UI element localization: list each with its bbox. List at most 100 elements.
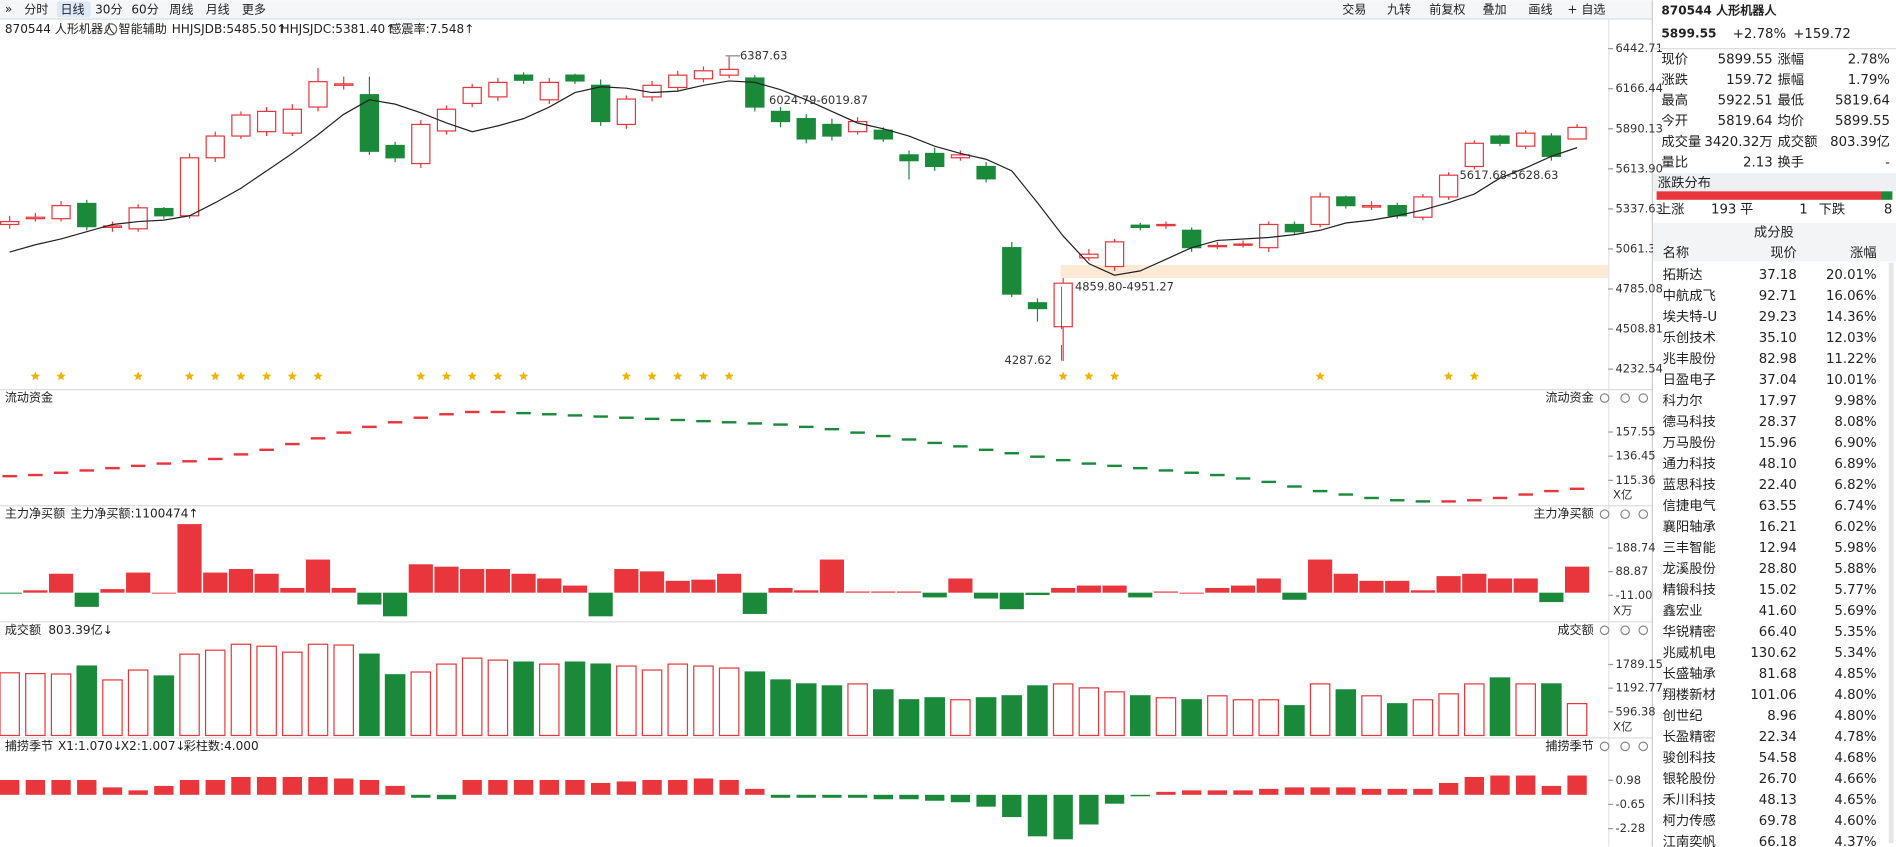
volume-bar xyxy=(179,653,200,737)
panel-icon[interactable] xyxy=(1638,393,1649,403)
price-annotation: 5617.68-5628.63 xyxy=(1459,168,1558,182)
panel-icon[interactable] xyxy=(1599,393,1610,403)
volume-bar xyxy=(487,659,509,737)
toolbar-tab[interactable]: 周线 xyxy=(169,2,193,16)
cons-price: 28.37 xyxy=(1759,415,1797,430)
cons-price: 69.78 xyxy=(1759,814,1797,829)
y-tick-label: 4232.54 xyxy=(1615,362,1662,376)
season-bar xyxy=(205,779,225,795)
panel-icon[interactable] xyxy=(1638,625,1649,636)
cons-price: 26.70 xyxy=(1759,772,1797,787)
cons-name[interactable]: 华锐精密 xyxy=(1663,623,1716,640)
cons-name[interactable]: 三丰智能 xyxy=(1663,540,1716,556)
volume-bar xyxy=(1412,699,1434,737)
panel-icon[interactable] xyxy=(1620,393,1630,403)
cons-name[interactable]: 信捷电气 xyxy=(1663,498,1716,514)
cons-name[interactable]: 蓝思科技 xyxy=(1663,477,1716,493)
season-bar xyxy=(1541,785,1562,795)
quote-label: 涨幅 xyxy=(1778,52,1805,68)
toolbar-button[interactable]: 交易 xyxy=(1342,1,1366,16)
cons-name[interactable]: 襄阳轴承 xyxy=(1663,519,1716,535)
net-buy-bar xyxy=(511,573,536,593)
support-band xyxy=(1060,264,1609,279)
cons-name[interactable]: 精锻科技 xyxy=(1663,582,1716,598)
season-bar xyxy=(102,787,123,795)
signal-star xyxy=(30,371,41,381)
season-bar xyxy=(488,779,508,795)
candle-body xyxy=(1181,229,1202,249)
candle-body xyxy=(436,108,457,132)
toolbar-tab[interactable]: 60分 xyxy=(131,2,158,16)
cons-name[interactable]: 兆威机电 xyxy=(1663,645,1716,661)
panel-icon[interactable] xyxy=(1599,741,1610,752)
volume-bar xyxy=(847,683,868,737)
toolbar-button[interactable]: 九转 xyxy=(1387,1,1411,16)
season-bar xyxy=(745,788,765,795)
cons-column[interactable]: 涨幅 xyxy=(1850,245,1877,261)
cons-name[interactable]: 骏创科技 xyxy=(1663,750,1716,766)
volume-bar xyxy=(1001,695,1023,737)
panel-icon[interactable] xyxy=(1620,741,1630,752)
cons-name[interactable]: 中航成飞 xyxy=(1663,288,1716,304)
net-buy-bar xyxy=(383,592,408,617)
toolbar-button[interactable]: 前复权 xyxy=(1429,1,1465,16)
cons-name[interactable]: 科力尔 xyxy=(1663,393,1703,409)
net-buy-bar xyxy=(126,572,151,593)
y-tick-label: 0.98 xyxy=(1615,773,1641,787)
cons-change: 12.03% xyxy=(1826,331,1877,346)
cons-name[interactable]: 乐创技术 xyxy=(1663,330,1716,346)
season-bar xyxy=(1027,794,1048,837)
cons-name[interactable]: 鑫宏业 xyxy=(1663,602,1703,619)
cons-name[interactable]: 德马科技 xyxy=(1663,414,1716,430)
cons-name[interactable]: 创世纪 xyxy=(1663,708,1703,724)
cons-name[interactable]: 江南奕帆 xyxy=(1663,834,1716,847)
assist-label[interactable]: 智能辅助 xyxy=(119,21,167,36)
cons-name[interactable]: 日盈电子 xyxy=(1663,372,1716,388)
cons-name[interactable]: 翔楼新材 xyxy=(1663,687,1716,703)
cons-name[interactable]: 银轮股份 xyxy=(1663,771,1716,787)
toolbar-tab[interactable]: 月线 xyxy=(206,2,230,16)
cons-name[interactable]: 长盛轴承 xyxy=(1663,666,1716,682)
cons-name[interactable]: 禾川科技 xyxy=(1663,792,1716,808)
cons-change: 11.22% xyxy=(1826,352,1877,367)
net-buy-bar xyxy=(460,569,485,593)
cons-name[interactable]: 兆丰股份 xyxy=(1663,351,1716,367)
panel-icon[interactable] xyxy=(1620,509,1630,520)
cons-name[interactable]: 柯力传感 xyxy=(1663,812,1716,829)
toolbar-button[interactable]: 叠加 xyxy=(1482,2,1506,16)
toolbar-tab[interactable]: 日线 xyxy=(60,2,84,16)
cons-name[interactable]: 万马股份 xyxy=(1663,435,1716,451)
panel-icon[interactable] xyxy=(1599,625,1610,636)
cons-name[interactable]: 长盈精密 xyxy=(1663,728,1716,745)
quote-value: 2.78% xyxy=(1848,53,1890,68)
season-bar xyxy=(359,779,380,795)
net-buy-bar xyxy=(485,569,510,593)
season-bar xyxy=(899,794,919,800)
toolbar-tab[interactable]: 分时 xyxy=(24,2,48,16)
panel-icon[interactable] xyxy=(1638,509,1649,520)
panel-icon[interactable] xyxy=(1638,741,1649,752)
season-bar xyxy=(25,779,46,795)
toolbar-button[interactable]: + 自选 xyxy=(1567,2,1605,16)
volume-bar xyxy=(1386,703,1408,737)
toolbar-button[interactable]: 画线 xyxy=(1528,2,1552,16)
cons-name[interactable]: 通力科技 xyxy=(1663,456,1716,472)
panel-icon[interactable] xyxy=(1620,625,1630,636)
season-bar xyxy=(1516,775,1536,795)
dist-item: 1 xyxy=(1799,202,1807,217)
panel-icon[interactable] xyxy=(1599,509,1610,520)
cons-column[interactable]: 现价 xyxy=(1770,246,1797,261)
cons-change: 4.37% xyxy=(1834,835,1876,847)
cons-name[interactable]: 龙溪股份 xyxy=(1663,561,1716,577)
cons-name[interactable]: 埃夫特-U xyxy=(1663,309,1717,325)
toolbar-tab[interactable]: 30分 xyxy=(95,2,122,16)
volume-bar xyxy=(1078,687,1100,737)
cons-column[interactable]: 名称 xyxy=(1663,245,1690,261)
toolbar-tab[interactable]: 更多 xyxy=(242,2,266,16)
candle-body xyxy=(565,74,585,82)
volume-bar xyxy=(975,697,997,737)
cons-name[interactable]: 拓斯达 xyxy=(1663,267,1703,283)
signal-star xyxy=(133,371,143,381)
candle-body xyxy=(770,110,791,123)
